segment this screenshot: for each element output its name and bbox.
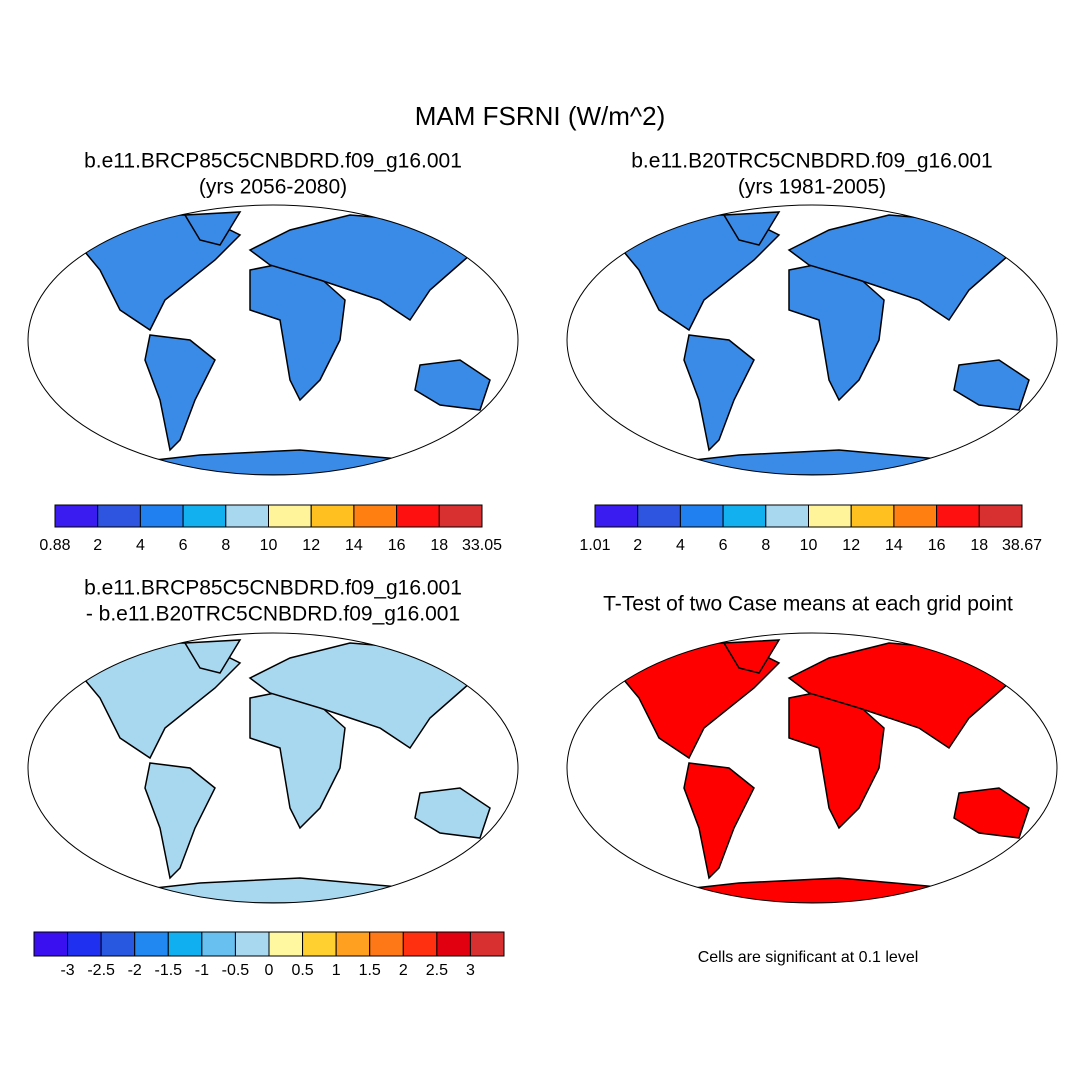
- note: Cells are significant at 0.1 level: [698, 949, 919, 966]
- colorbar-label: 18: [970, 537, 988, 554]
- colorbar-label: 1.5: [359, 962, 381, 979]
- map: [566, 632, 1058, 904]
- colorbar-box: [369, 931, 404, 957]
- colorbar-box: [936, 504, 980, 528]
- colorbar-label: 2: [399, 962, 408, 979]
- panel-title: - b.e11.B20TRC5CNBDRD.f09_g16.001: [86, 603, 460, 626]
- colorbar-label: 14: [345, 537, 363, 554]
- panel-title: b.e11.B20TRC5CNBDRD.f09_g16.001: [631, 150, 992, 173]
- colorbar-box: [436, 931, 471, 957]
- colorbar-box: [54, 504, 99, 528]
- colorbar-label: 4: [136, 537, 145, 554]
- colorbar-box: [139, 504, 184, 528]
- colorbar-label: 8: [221, 537, 230, 554]
- colorbar-label: 12: [842, 537, 860, 554]
- panel-title: b.e11.BRCP85C5CNBDRD.f09_g16.001: [84, 150, 462, 173]
- colorbar-box: [182, 504, 227, 528]
- colorbar-box: [134, 931, 169, 957]
- colorbar-box: [97, 504, 141, 528]
- colorbar-box: [100, 931, 136, 957]
- colorbar-label: 0.88: [39, 537, 70, 554]
- colorbar-label: -3: [60, 962, 74, 979]
- colorbar-label: 14: [885, 537, 903, 554]
- colorbar-label: 3: [466, 962, 475, 979]
- colorbar-box: [893, 504, 938, 528]
- colorbar-box: [302, 931, 337, 957]
- colorbar-box: [808, 504, 852, 528]
- colorbar-box: [225, 504, 270, 528]
- colorbar-label: -0.5: [222, 962, 250, 979]
- colorbar-box: [353, 504, 398, 528]
- colorbar-box: [310, 504, 355, 528]
- colorbar-label: -2: [128, 962, 142, 979]
- colorbar-label: 1.01: [579, 537, 610, 554]
- colorbar-box: [201, 931, 236, 957]
- colorbar-box: [722, 504, 767, 528]
- colorbar-box: [402, 931, 438, 957]
- colorbar-label: 10: [800, 537, 818, 554]
- colorbar-box: [469, 931, 505, 957]
- colorbar-box: [396, 504, 440, 528]
- colorbar-box: [438, 504, 483, 528]
- panel-title: T-Test of two Case means at each grid po…: [603, 593, 1013, 616]
- colorbar-label: 6: [179, 537, 188, 554]
- colorbar-box: [268, 504, 312, 528]
- colorbar-box: [234, 931, 270, 957]
- panel-title: b.e11.BRCP85C5CNBDRD.f09_g16.001: [84, 577, 462, 600]
- panel-title: (yrs 1981-2005): [738, 176, 886, 199]
- map: [27, 204, 519, 476]
- colorbar-label: 6: [719, 537, 728, 554]
- map: [566, 204, 1058, 476]
- colorbar-box: [335, 931, 371, 957]
- colorbar-label: 10: [260, 537, 278, 554]
- colorbar-box: [765, 504, 809, 528]
- colorbar-box: [268, 931, 304, 957]
- figure-title: MAM FSRNI (W/m^2): [415, 101, 666, 131]
- colorbar-label: 0.5: [291, 962, 313, 979]
- colorbar-label: 16: [928, 537, 946, 554]
- colorbar-label: -2.5: [87, 962, 115, 979]
- colorbar-box: [67, 931, 102, 957]
- colorbar-label: 18: [430, 537, 448, 554]
- colorbar-label: 2.5: [426, 962, 448, 979]
- colorbar-label: -1.5: [154, 962, 182, 979]
- colorbar-label: 2: [633, 537, 642, 554]
- colorbar-label: 38.67: [1002, 537, 1042, 554]
- colorbar-label: 8: [761, 537, 770, 554]
- colorbar-label: -1: [195, 962, 209, 979]
- colorbar-box: [167, 931, 203, 957]
- colorbar-label: 0: [265, 962, 274, 979]
- colorbar-label: 4: [676, 537, 685, 554]
- panel-title: (yrs 2056-2080): [199, 176, 347, 199]
- colorbar-box: [978, 504, 1023, 528]
- colorbar-label: 33.05: [462, 537, 502, 554]
- colorbar-label: 12: [302, 537, 320, 554]
- colorbar-label: 1: [332, 962, 341, 979]
- map: [27, 632, 519, 904]
- colorbar-box: [679, 504, 724, 528]
- colorbar-box: [637, 504, 681, 528]
- colorbar-box: [594, 504, 639, 528]
- colorbar-label: 16: [388, 537, 406, 554]
- colorbar-box: [850, 504, 895, 528]
- colorbar-box: [33, 931, 69, 957]
- colorbar-label: 2: [93, 537, 102, 554]
